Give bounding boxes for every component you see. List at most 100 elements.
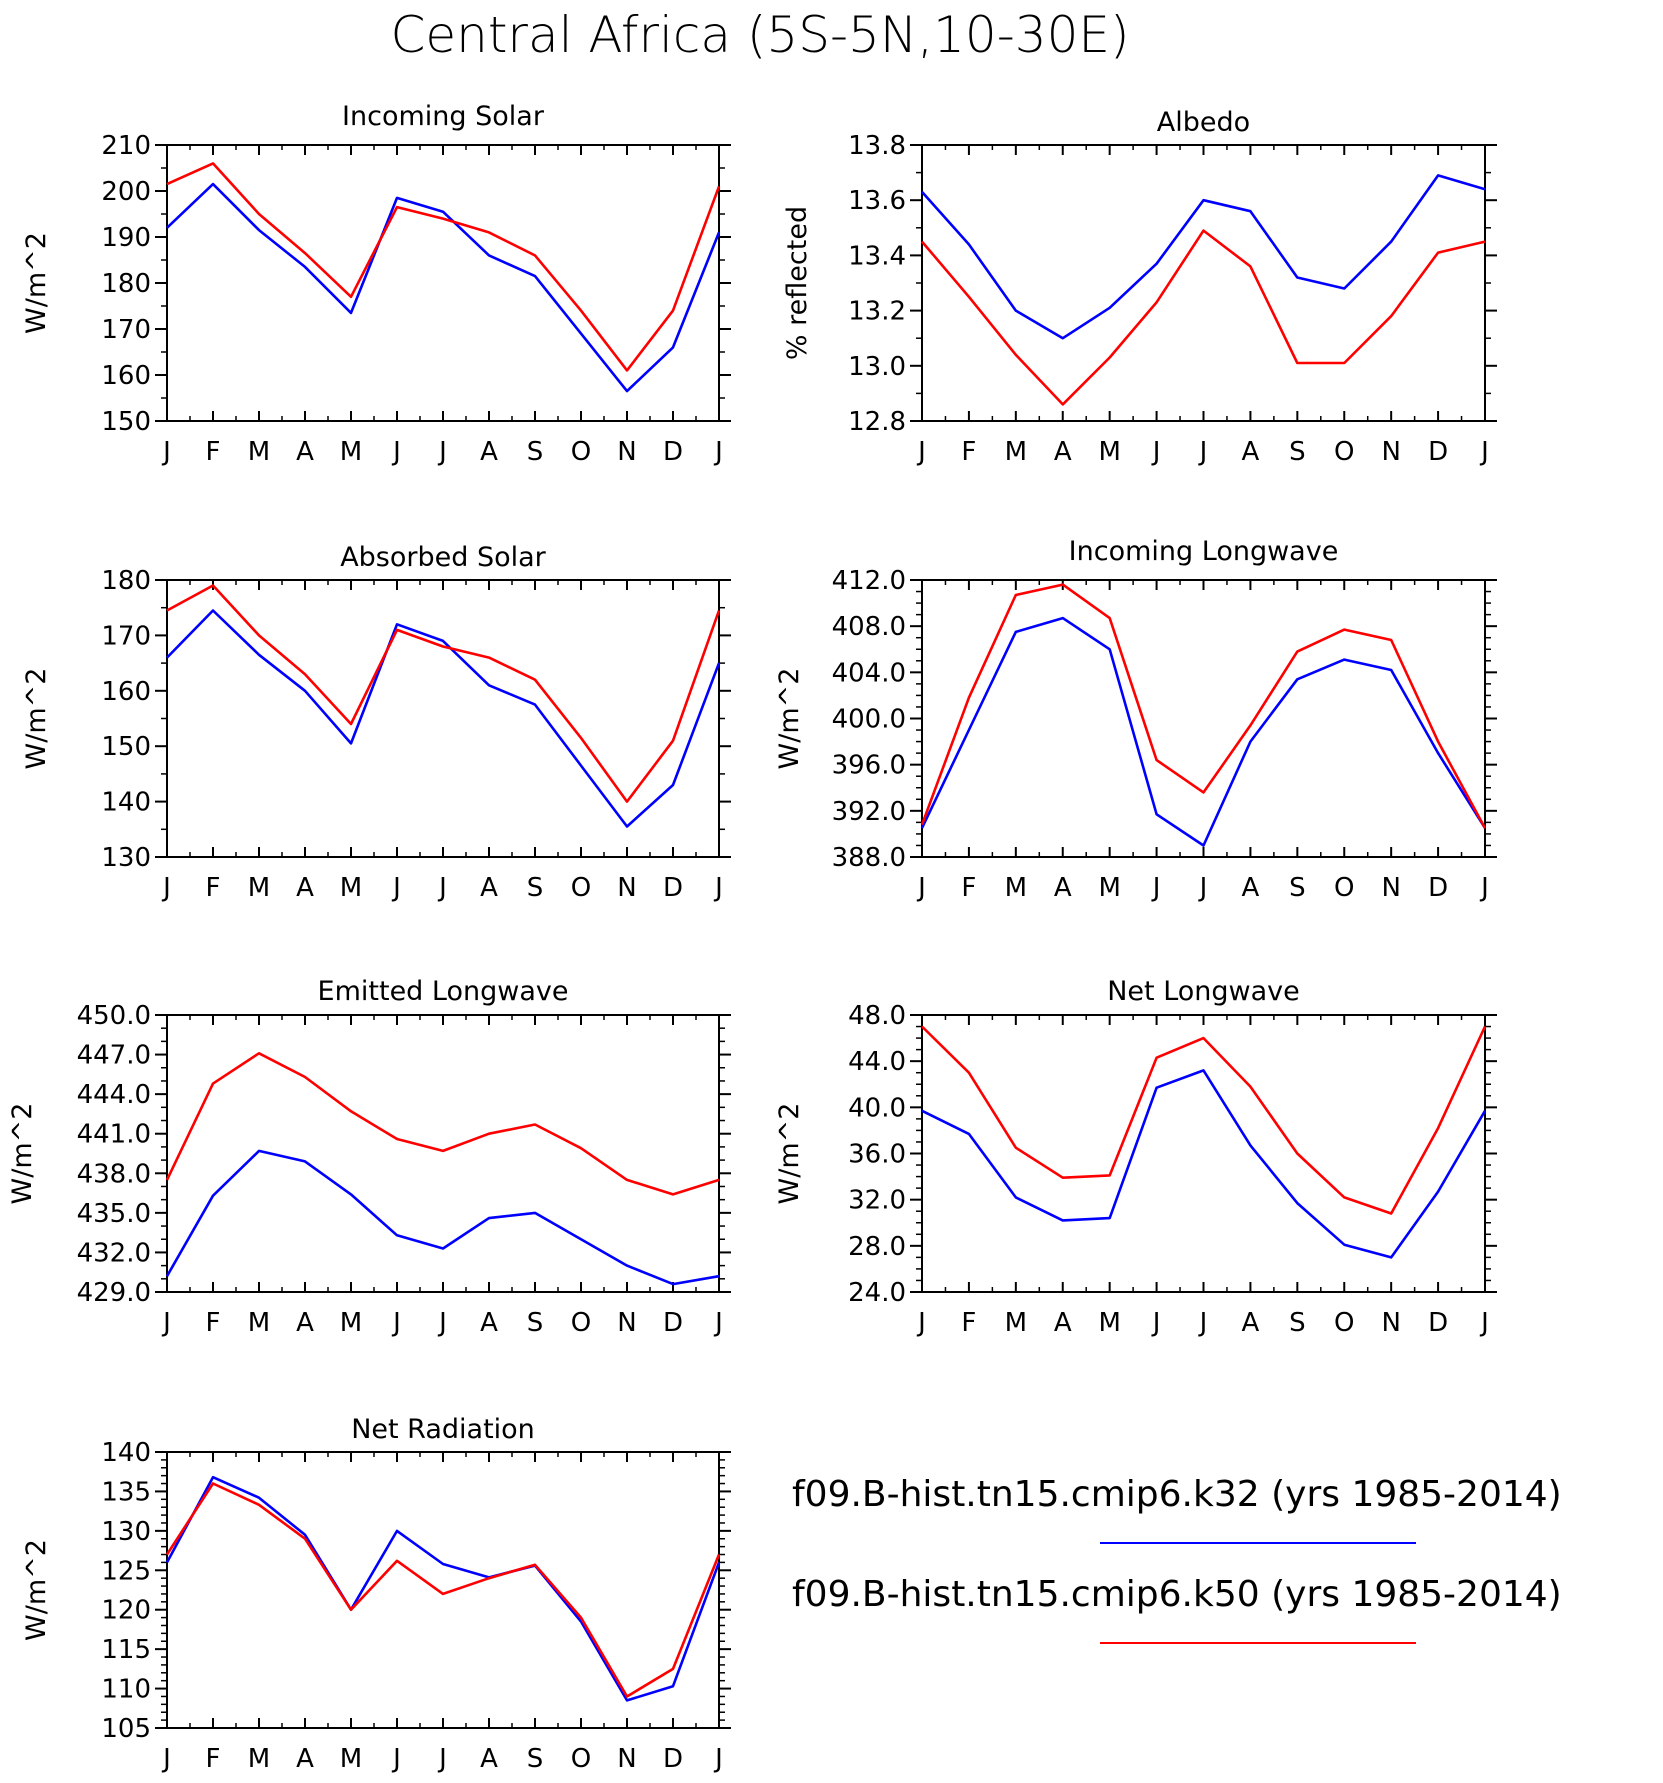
- x-tick-label: J: [391, 1744, 401, 1774]
- plot-frame: [921, 579, 1486, 858]
- x-tick-label: S: [527, 437, 544, 467]
- x-tick-label: J: [1151, 1308, 1161, 1338]
- x-tick-label: A: [296, 873, 314, 903]
- x-tick-label: M: [1005, 1308, 1027, 1338]
- x-tick-label: M: [340, 1744, 362, 1774]
- x-tick-label: F: [961, 1308, 976, 1338]
- x-tick-label: J: [713, 1308, 723, 1338]
- x-tick-label: O: [571, 1308, 591, 1338]
- figure-title: Central Africa (5S-5N,10-30E): [390, 6, 1129, 64]
- y-tick-label: 135: [101, 1477, 151, 1507]
- legend: f09.B-hist.tn15.cmip6.k32 (yrs 1985-2014…: [792, 1474, 1562, 1644]
- x-tick-label: D: [663, 1744, 683, 1774]
- x-tick-label: J: [1479, 437, 1489, 467]
- y-tick-label: 13.0: [848, 352, 906, 382]
- y-tick-label: 190: [101, 223, 151, 253]
- y-axis-label: W/m^2: [774, 1103, 805, 1205]
- x-tick-label: F: [206, 1744, 221, 1774]
- panel-title: Net Longwave: [1107, 976, 1300, 1007]
- x-tick-label: D: [663, 1308, 683, 1338]
- x-tick-label: D: [1428, 873, 1448, 903]
- series-line-k32: [920, 616, 1487, 847]
- y-tick-label: 210: [101, 131, 151, 161]
- plot-frame: [166, 1014, 720, 1293]
- x-tick-label: N: [617, 1744, 636, 1774]
- x-tick-label: J: [1198, 873, 1208, 903]
- x-tick-label: J: [916, 437, 926, 467]
- series-line-k50: [921, 229, 1486, 406]
- y-tick-label: 180: [101, 269, 151, 299]
- x-tick-label: S: [1289, 437, 1306, 467]
- x-tick-label: M: [1098, 437, 1120, 467]
- y-tick-label: 140: [101, 1438, 151, 1468]
- y-tick-label: 150: [101, 407, 151, 437]
- y-tick-label: 13.4: [848, 241, 906, 271]
- y-tick-label: 441.0: [77, 1120, 151, 1150]
- y-tick-label: 32.0: [848, 1186, 906, 1216]
- x-tick-label: M: [248, 1308, 270, 1338]
- x-tick-label: J: [713, 437, 723, 467]
- x-tick-label: N: [1381, 437, 1400, 467]
- y-tick-label: 36.0: [848, 1140, 906, 1170]
- x-tick-label: J: [437, 437, 447, 467]
- x-tick-label: J: [1151, 873, 1161, 903]
- series-line-k50: [165, 1052, 720, 1196]
- x-tick-label: M: [248, 1744, 270, 1774]
- x-tick-label: S: [1289, 873, 1306, 903]
- series-line-k32: [165, 1475, 721, 1702]
- y-tick-label: 130: [101, 1517, 151, 1547]
- y-axis-label: W/m^2: [21, 1539, 52, 1641]
- y-tick-label: 125: [101, 1556, 151, 1586]
- x-tick-label: O: [571, 437, 591, 467]
- x-tick-label: S: [1289, 1308, 1306, 1338]
- series-line-k32: [166, 182, 721, 393]
- panel-title: Net Radiation: [351, 1414, 535, 1445]
- panel-title: Incoming Longwave: [1069, 536, 1339, 567]
- x-tick-label: M: [1005, 437, 1027, 467]
- series-line-k50: [166, 584, 721, 803]
- x-tick-label: A: [1242, 1308, 1260, 1338]
- y-tick-label: 150: [101, 732, 151, 762]
- series-line-k32: [165, 1149, 720, 1286]
- x-tick-label: J: [1198, 437, 1208, 467]
- x-tick-label: N: [617, 1308, 636, 1338]
- y-tick-label: 40.0: [848, 1093, 906, 1123]
- x-tick-label: O: [1334, 437, 1354, 467]
- y-tick-label: 447.0: [77, 1041, 151, 1071]
- x-tick-label: A: [296, 1744, 314, 1774]
- x-tick-label: M: [340, 873, 362, 903]
- x-tick-label: M: [1098, 873, 1120, 903]
- x-tick-label: J: [1198, 1308, 1208, 1338]
- y-tick-label: 435.0: [77, 1199, 151, 1229]
- series-line-k50: [921, 1025, 1487, 1215]
- y-axis-label: W/m^2: [21, 668, 52, 770]
- x-tick-label: J: [713, 873, 723, 903]
- x-tick-label: O: [571, 873, 591, 903]
- y-axis-label: % reflected: [782, 206, 813, 360]
- x-tick-label: N: [1381, 1308, 1400, 1338]
- x-tick-label: J: [391, 437, 401, 467]
- x-tick-label: F: [961, 873, 976, 903]
- series-line-k50: [166, 162, 721, 372]
- y-tick-label: 180: [101, 566, 151, 596]
- y-tick-label: 13.2: [848, 297, 906, 327]
- y-tick-label: 28.0: [848, 1232, 906, 1262]
- x-tick-label: M: [1005, 873, 1027, 903]
- panel-title: Incoming Solar: [342, 101, 545, 132]
- x-tick-label: O: [571, 1744, 591, 1774]
- x-tick-label: A: [480, 1744, 498, 1774]
- y-tick-label: 388.0: [832, 843, 906, 873]
- series-line-k32: [921, 174, 1486, 340]
- series-line-k50: [920, 583, 1487, 829]
- x-tick-label: S: [527, 1308, 544, 1338]
- y-tick-label: 48.0: [848, 1001, 906, 1031]
- x-tick-label: J: [161, 1744, 171, 1774]
- y-tick-label: 130: [101, 843, 151, 873]
- series-line-k32: [166, 609, 721, 828]
- plot-frame: [166, 144, 720, 422]
- legend-label-k50: f09.B-hist.tn15.cmip6.k50 (yrs 1985-2014…: [792, 1574, 1562, 1615]
- y-tick-label: 12.8: [848, 407, 906, 437]
